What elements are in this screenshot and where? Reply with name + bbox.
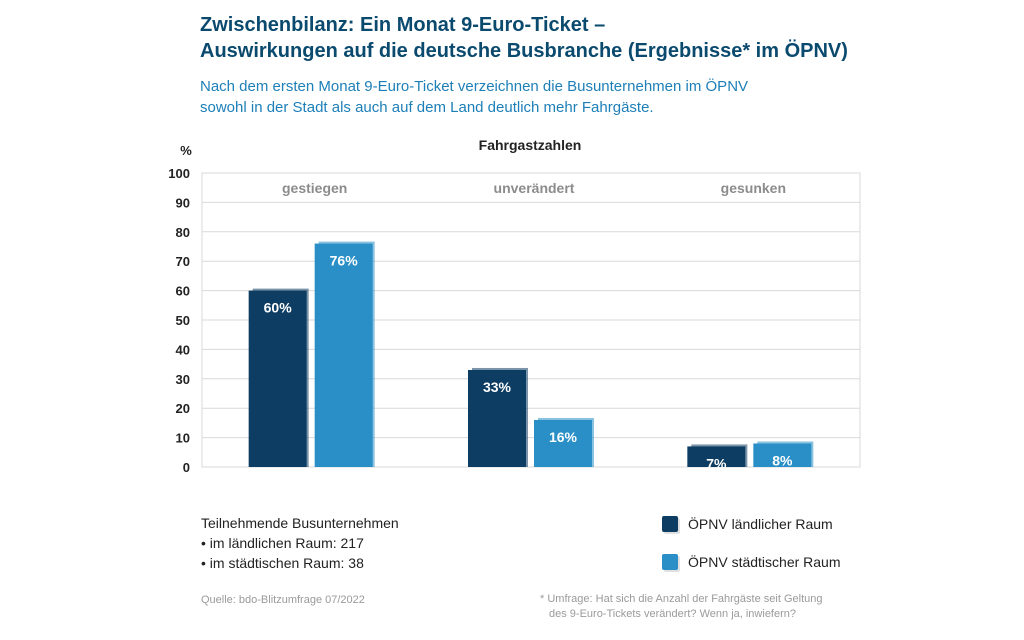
participants-note: Teilnehmende Busunternehmen • im ländlic… <box>201 513 399 573</box>
bar-chart: Fahrgastzahlen % 0102030405060708090100 … <box>0 0 1024 500</box>
legend-label-rural: ÖPNV ländlicher Raum <box>688 516 833 532</box>
category-label: gesunken <box>721 180 786 196</box>
category-label: gestiegen <box>282 180 347 196</box>
participants-urban: • im städtischen Raum: 38 <box>201 553 399 573</box>
chart-title: Fahrgastzahlen <box>479 137 582 153</box>
y-tick-label: 30 <box>176 372 190 387</box>
data-label: 76% <box>330 253 359 269</box>
data-label: 16% <box>549 429 578 445</box>
legend-item-rural: ÖPNV ländlicher Raum <box>662 513 841 535</box>
y-axis-ticks: 0 10 20 30 40 50 60 70 80 90 100 <box>168 166 190 475</box>
legend-swatch-rural <box>662 516 678 532</box>
y-tick-label: 90 <box>176 195 190 210</box>
footnote: * Umfrage: Hat sich die Anzahl der Fahrg… <box>540 592 870 622</box>
y-tick-label: 60 <box>176 284 190 299</box>
data-label: 8% <box>772 452 793 468</box>
footnote-line-1: * Umfrage: Hat sich die Anzahl der Fahrg… <box>540 592 870 607</box>
data-label: 7% <box>706 455 727 471</box>
legend-swatch-urban <box>662 554 678 570</box>
y-tick-label: 40 <box>176 342 190 357</box>
y-tick-label: 20 <box>176 401 190 416</box>
y-tick-label: 70 <box>176 254 190 269</box>
data-label: 33% <box>483 379 512 395</box>
participants-heading: Teilnehmende Busunternehmen <box>201 513 399 533</box>
bar <box>315 244 373 467</box>
legend-item-urban: ÖPNV städtischer Raum <box>662 551 841 573</box>
y-axis-unit-label: % <box>180 143 192 158</box>
bars <box>249 242 814 467</box>
y-tick-label: 50 <box>176 313 190 328</box>
participants-rural: • im ländlichen Raum: 217 <box>201 533 399 553</box>
source-note: Quelle: bdo-Blitzumfrage 07/2022 <box>201 594 365 606</box>
y-tick-label: 100 <box>168 166 190 181</box>
chart-legend: ÖPNV ländlicher Raum ÖPNV städtischer Ra… <box>662 513 841 589</box>
legend-label-urban: ÖPNV städtischer Raum <box>688 554 841 570</box>
category-labels: gestiegen unverändert gesunken <box>282 180 786 196</box>
y-tick-label: 0 <box>183 460 190 475</box>
footnote-line-2: des 9-Euro-Tickets verändert? Wenn ja, i… <box>540 607 870 622</box>
y-tick-label: 10 <box>176 431 190 446</box>
data-label: 60% <box>264 300 293 316</box>
category-label: unverändert <box>494 180 575 196</box>
y-tick-label: 80 <box>176 225 190 240</box>
bar <box>249 291 307 467</box>
